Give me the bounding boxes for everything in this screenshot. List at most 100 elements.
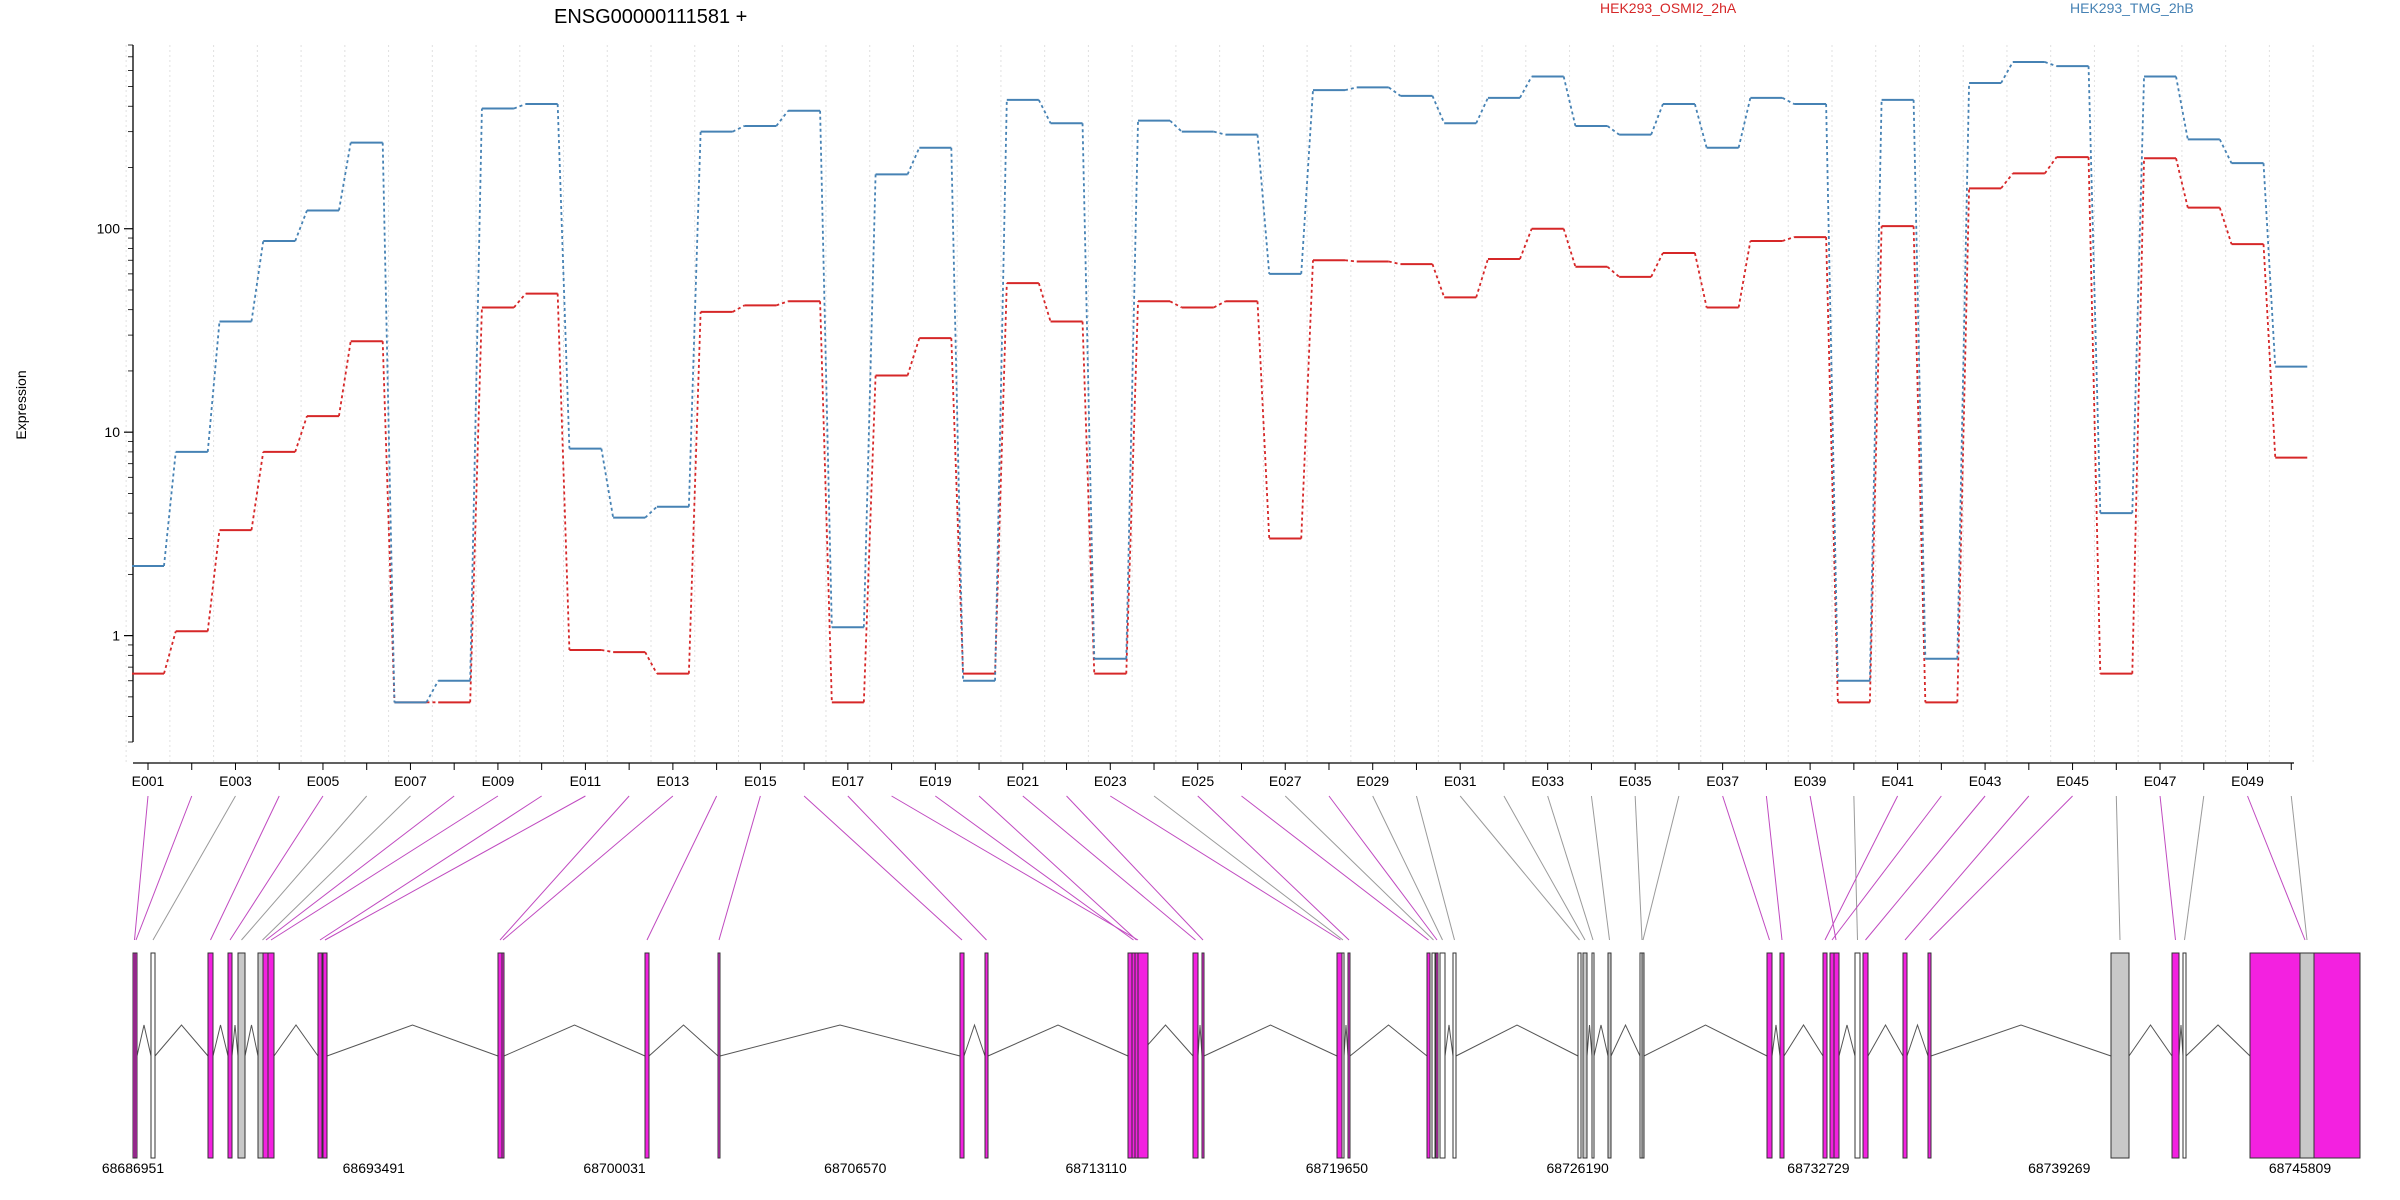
exon-box	[2110, 952, 2130, 1159]
exon-box	[1439, 952, 1446, 1159]
data-connector	[994, 283, 1008, 674]
exon-box	[717, 952, 721, 1159]
exon-connector	[135, 795, 193, 941]
exon-connector	[718, 795, 761, 941]
data-connector	[1081, 321, 1096, 674]
exon-box	[1431, 952, 1436, 1159]
exon-connector	[1809, 795, 1837, 941]
x-tick-label: E015	[744, 773, 777, 789]
data-connector	[469, 108, 483, 681]
exon-box	[1822, 952, 1828, 1159]
data-connector	[1169, 119, 1183, 133]
exon-boxes	[132, 952, 2361, 1159]
exon-box	[644, 952, 650, 1159]
genome-position-label: 68726190	[1547, 1160, 1610, 1176]
exon-connector	[270, 795, 499, 941]
exon-box	[1341, 952, 1345, 1159]
exon-box	[1927, 952, 1932, 1159]
exon-connector	[229, 795, 324, 941]
exon-box	[2299, 952, 2315, 1159]
x-tick-label: E039	[1794, 773, 1827, 789]
intron	[1586, 1024, 1593, 1057]
data-connector	[1475, 97, 1489, 124]
intron	[1930, 1024, 2112, 1057]
exon-connector	[1153, 795, 1344, 941]
data-connector	[1344, 259, 1357, 263]
exon-connector	[1284, 795, 1434, 941]
data-connector	[906, 337, 921, 376]
x-tick-label: E005	[307, 773, 340, 789]
exon-box	[959, 952, 965, 1159]
exon-connector	[499, 795, 630, 941]
genome-axis-labels: 68686951 68693491 68700031 68706570 68713110…	[102, 1160, 2332, 1176]
exon-box	[2182, 952, 2187, 1159]
data-connector	[2131, 158, 2145, 674]
data-connector	[1868, 226, 1883, 703]
intron	[963, 1023, 986, 1057]
exon-connector	[1831, 795, 1942, 941]
exon-connector	[803, 795, 963, 941]
intron	[136, 1024, 152, 1057]
exon-connector	[1110, 795, 1341, 941]
exon-box	[1854, 952, 1861, 1159]
exon-box	[1426, 952, 1431, 1159]
data-connector	[2175, 158, 2189, 208]
exon-box	[1641, 952, 1645, 1159]
x-tick-label: E009	[482, 773, 515, 789]
intron	[1203, 1024, 1338, 1057]
data-connector	[1037, 282, 1052, 322]
genome-position-label: 68713110	[1065, 1160, 1126, 1176]
data-connector	[2000, 61, 2014, 84]
x-tick-label: E017	[831, 773, 864, 789]
exon-box	[1192, 952, 1199, 1159]
genome-position-label: 68719650	[1306, 1160, 1369, 1176]
exon-connector	[1904, 795, 2030, 941]
data-connector	[1213, 300, 1226, 309]
x-tick-label: E035	[1619, 773, 1652, 789]
exon-connector	[1642, 795, 1680, 941]
exon-connector	[241, 795, 368, 941]
exon-connector	[1415, 795, 1455, 941]
data-connector	[644, 506, 658, 519]
exon-connector	[1503, 795, 1586, 941]
x-tick-label: E031	[1444, 773, 1477, 789]
data-connector	[1781, 97, 1795, 105]
intron	[326, 1024, 499, 1057]
exon-box	[1862, 952, 1869, 1159]
x-ticks: E001 E003 E005 E007 E009 E011 E013 E015 E017 E019…	[132, 763, 2292, 789]
exon-connector	[324, 795, 586, 941]
intron	[273, 1024, 319, 1057]
data-connector	[1606, 125, 1620, 136]
data-connector	[1737, 97, 1752, 148]
legend-series-2: HEK293_TMG_2hB	[2070, 0, 2194, 16]
exon-box	[501, 952, 505, 1159]
exon-box	[1902, 952, 1908, 1159]
data-connector	[644, 651, 658, 675]
data-connector	[1737, 240, 1752, 308]
intron	[503, 1024, 646, 1057]
genome-position-label: 68706570	[824, 1160, 887, 1176]
y-tick-label: 10	[104, 424, 120, 440]
data-connector	[250, 240, 265, 322]
exon-connector	[1197, 795, 1350, 941]
exon-box	[267, 952, 275, 1159]
genome-position-label: 68686951	[102, 1160, 165, 1176]
exon-box	[237, 952, 246, 1159]
genome-position-label: 68745809	[2269, 1160, 2332, 1176]
data-connector	[776, 300, 789, 307]
exon-connector	[1547, 795, 1594, 941]
genome-position-label: 68739269	[2028, 1160, 2091, 1176]
data-connector	[206, 321, 221, 452]
data-connector	[1475, 258, 1489, 298]
exon-box	[1766, 952, 1773, 1159]
data-connector	[1519, 76, 1533, 99]
intron	[2128, 1024, 2173, 1057]
intron	[231, 1024, 239, 1057]
exon-box	[2171, 952, 2180, 1159]
y-tick-label: 100	[97, 221, 121, 237]
x-tick-label: E029	[1356, 773, 1389, 789]
exon-connector	[262, 795, 411, 941]
data-connector	[601, 649, 614, 653]
data-connector	[1344, 86, 1357, 92]
